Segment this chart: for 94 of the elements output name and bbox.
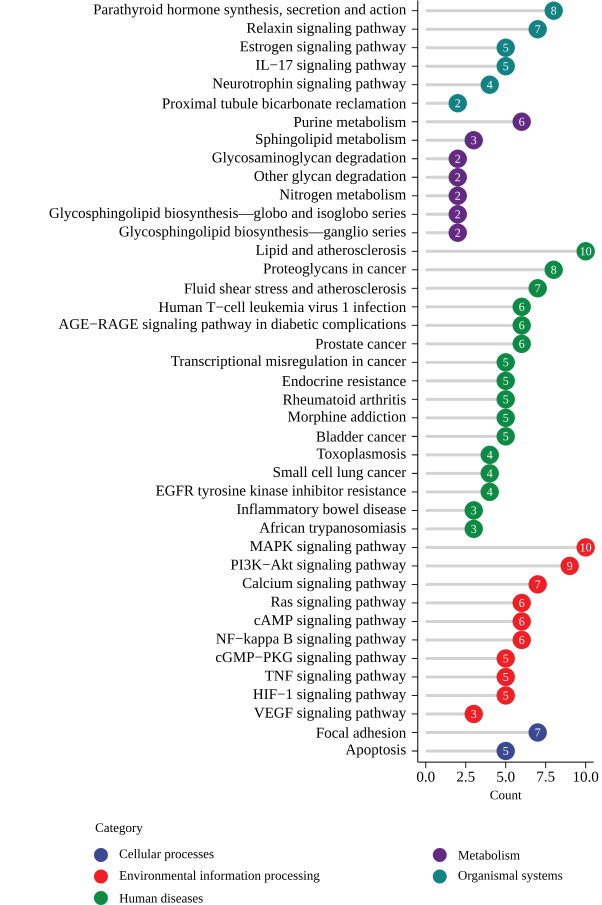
y-tick-label: Morphine addiction xyxy=(288,411,406,425)
y-tick-label: Inflammatory bowel disease xyxy=(236,504,406,518)
y-tick-label: VEGF signaling pathway xyxy=(254,707,406,721)
data-label: 8 xyxy=(551,6,556,15)
data-label: 7 xyxy=(535,25,540,34)
data-label: 9 xyxy=(567,562,572,570)
y-tick-label: Rheumatoid arthritis xyxy=(282,394,406,405)
y-tick-label: Lipid and atherosclerosis xyxy=(256,244,406,258)
data-label: 5 xyxy=(503,747,508,755)
data-label: 2 xyxy=(455,210,460,218)
data-label: 5 xyxy=(503,691,508,700)
data-label: 6 xyxy=(519,321,524,330)
y-tick-label: IL−17 signaling pathway xyxy=(256,59,406,74)
data-label: 5 xyxy=(503,62,508,70)
legend-label: Cellular processes xyxy=(120,849,214,861)
y-tick-label: Purine metabolism xyxy=(294,116,406,128)
data-label: 7 xyxy=(535,728,540,736)
data-label: 2 xyxy=(455,99,460,108)
data-label: 2 xyxy=(455,154,460,163)
y-tick-label: Glycosaminoglycan degradation xyxy=(212,152,406,166)
data-label: 6 xyxy=(519,302,524,311)
y-tick-label: Endocrine resistance xyxy=(282,376,406,386)
data-label: 3 xyxy=(471,524,476,533)
legend-label: Organismal systems xyxy=(458,870,562,882)
y-tick-label: Calcium signaling pathway xyxy=(242,578,406,592)
x-tick-label: 7.5 xyxy=(537,772,554,782)
y-tick-label: Other glycan degradation xyxy=(254,170,406,184)
y-tick-label: Fluid shear stress and atherosclerosis xyxy=(184,283,406,294)
x-axis-title: Count xyxy=(490,790,522,800)
data-label: 5 xyxy=(503,44,508,52)
y-tick-label: Small cell lung cancer xyxy=(274,466,406,480)
y-tick-label: Glycosphingolipid biosynthesis—ganglio series xyxy=(119,226,406,240)
y-tick-label: Bladder cancer xyxy=(316,431,406,442)
y-tick-label: Focal adhesion xyxy=(316,727,406,738)
data-label: 5 xyxy=(503,395,508,404)
data-label: 4 xyxy=(486,488,492,496)
y-tick-label: Estrogen signaling pathway xyxy=(240,40,406,55)
data-label: 5 xyxy=(503,654,508,662)
data-label: 7 xyxy=(535,580,540,588)
y-tick-label: HIF−1 signaling pathway xyxy=(253,688,406,702)
data-label: 5 xyxy=(503,672,508,681)
x-tick-label: 0.0 xyxy=(416,772,435,782)
data-label: 6 xyxy=(519,118,524,126)
data-label: 7 xyxy=(535,284,540,292)
y-tick-label: Transcriptional misregulation in cancer xyxy=(170,356,406,370)
data-label: 5 xyxy=(503,358,508,366)
data-label: 2 xyxy=(455,173,460,182)
y-tick-label: Proximal tubule bicarbonate reclamation xyxy=(162,98,406,108)
data-label: 10 xyxy=(580,247,592,256)
legend-title: Category xyxy=(96,823,143,835)
y-tick-label: Nitrogen metabolism xyxy=(280,188,406,203)
data-label: 2 xyxy=(455,228,460,237)
legend-label: Metabolism xyxy=(458,850,520,860)
y-tick-label: Ras signaling pathway xyxy=(270,596,406,610)
y-tick-label: Relaxin signaling pathway xyxy=(246,22,406,36)
y-tick-label: EGFR tyrosine kinase inhibitor resistance xyxy=(156,485,406,499)
y-tick-label: Toxoplasmosis xyxy=(316,448,406,462)
data-label: 6 xyxy=(519,340,524,348)
data-label: 8 xyxy=(551,266,556,274)
y-tick-label: PI3K−Akt signaling pathway xyxy=(230,559,406,573)
data-label: 4 xyxy=(486,450,492,459)
y-tick-label: TNF signaling pathway xyxy=(264,670,406,684)
data-label: 5 xyxy=(503,414,508,422)
legend-label: Human diseases xyxy=(119,893,203,903)
data-label: 6 xyxy=(519,598,524,607)
y-tick-label: Apoptosis xyxy=(346,744,406,758)
y-tick-label: NF−kappa B signaling pathway xyxy=(216,633,406,647)
legend-label: Environmental information processing xyxy=(119,870,320,883)
data-label: 3 xyxy=(471,710,476,718)
y-tick-label: Human T−cell leukemia virus 1 infection xyxy=(158,301,406,312)
data-label: 3 xyxy=(471,136,476,144)
y-tick-label: cGMP−PKG signaling pathway xyxy=(216,652,406,666)
y-tick-label: Glycosphingolipid biosynthesis—globo and isoglobo series xyxy=(49,207,406,222)
y-tick-label: MAPK signaling pathway xyxy=(250,540,406,554)
data-label: 5 xyxy=(503,432,508,440)
data-label: 4 xyxy=(486,469,492,478)
data-label: 6 xyxy=(519,617,524,626)
y-tick-label: African trypanosomiasis xyxy=(259,522,406,536)
data-label: 5 xyxy=(503,376,508,385)
y-tick-label: Prostate cancer xyxy=(315,338,406,349)
data-label: 4 xyxy=(486,80,492,89)
x-tick-label: 5.0 xyxy=(497,772,514,782)
y-tick-label: Sphingolipid metabolism xyxy=(256,133,406,148)
y-tick-label: cAMP signaling pathway xyxy=(254,614,406,628)
data-label: 2 xyxy=(455,192,460,200)
data-label: 6 xyxy=(519,636,524,644)
data-label: 10 xyxy=(580,543,592,552)
y-tick-label: Proteoglycans in cancer xyxy=(263,262,406,277)
y-tick-label: Parathyroid hormone synthesis, secretion and action xyxy=(94,4,406,18)
x-tick-label: 2.5 xyxy=(456,772,474,782)
x-tick-label: 10.0 xyxy=(574,772,598,782)
y-tick-label: AGE−RAGE signaling pathway in diabetic complications xyxy=(58,318,406,332)
data-label: 3 xyxy=(471,506,476,514)
y-tick-label: Neurotrophin signaling pathway xyxy=(212,78,406,92)
